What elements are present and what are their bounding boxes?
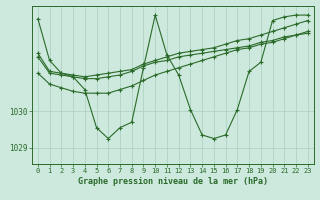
X-axis label: Graphe pression niveau de la mer (hPa): Graphe pression niveau de la mer (hPa) xyxy=(78,177,268,186)
